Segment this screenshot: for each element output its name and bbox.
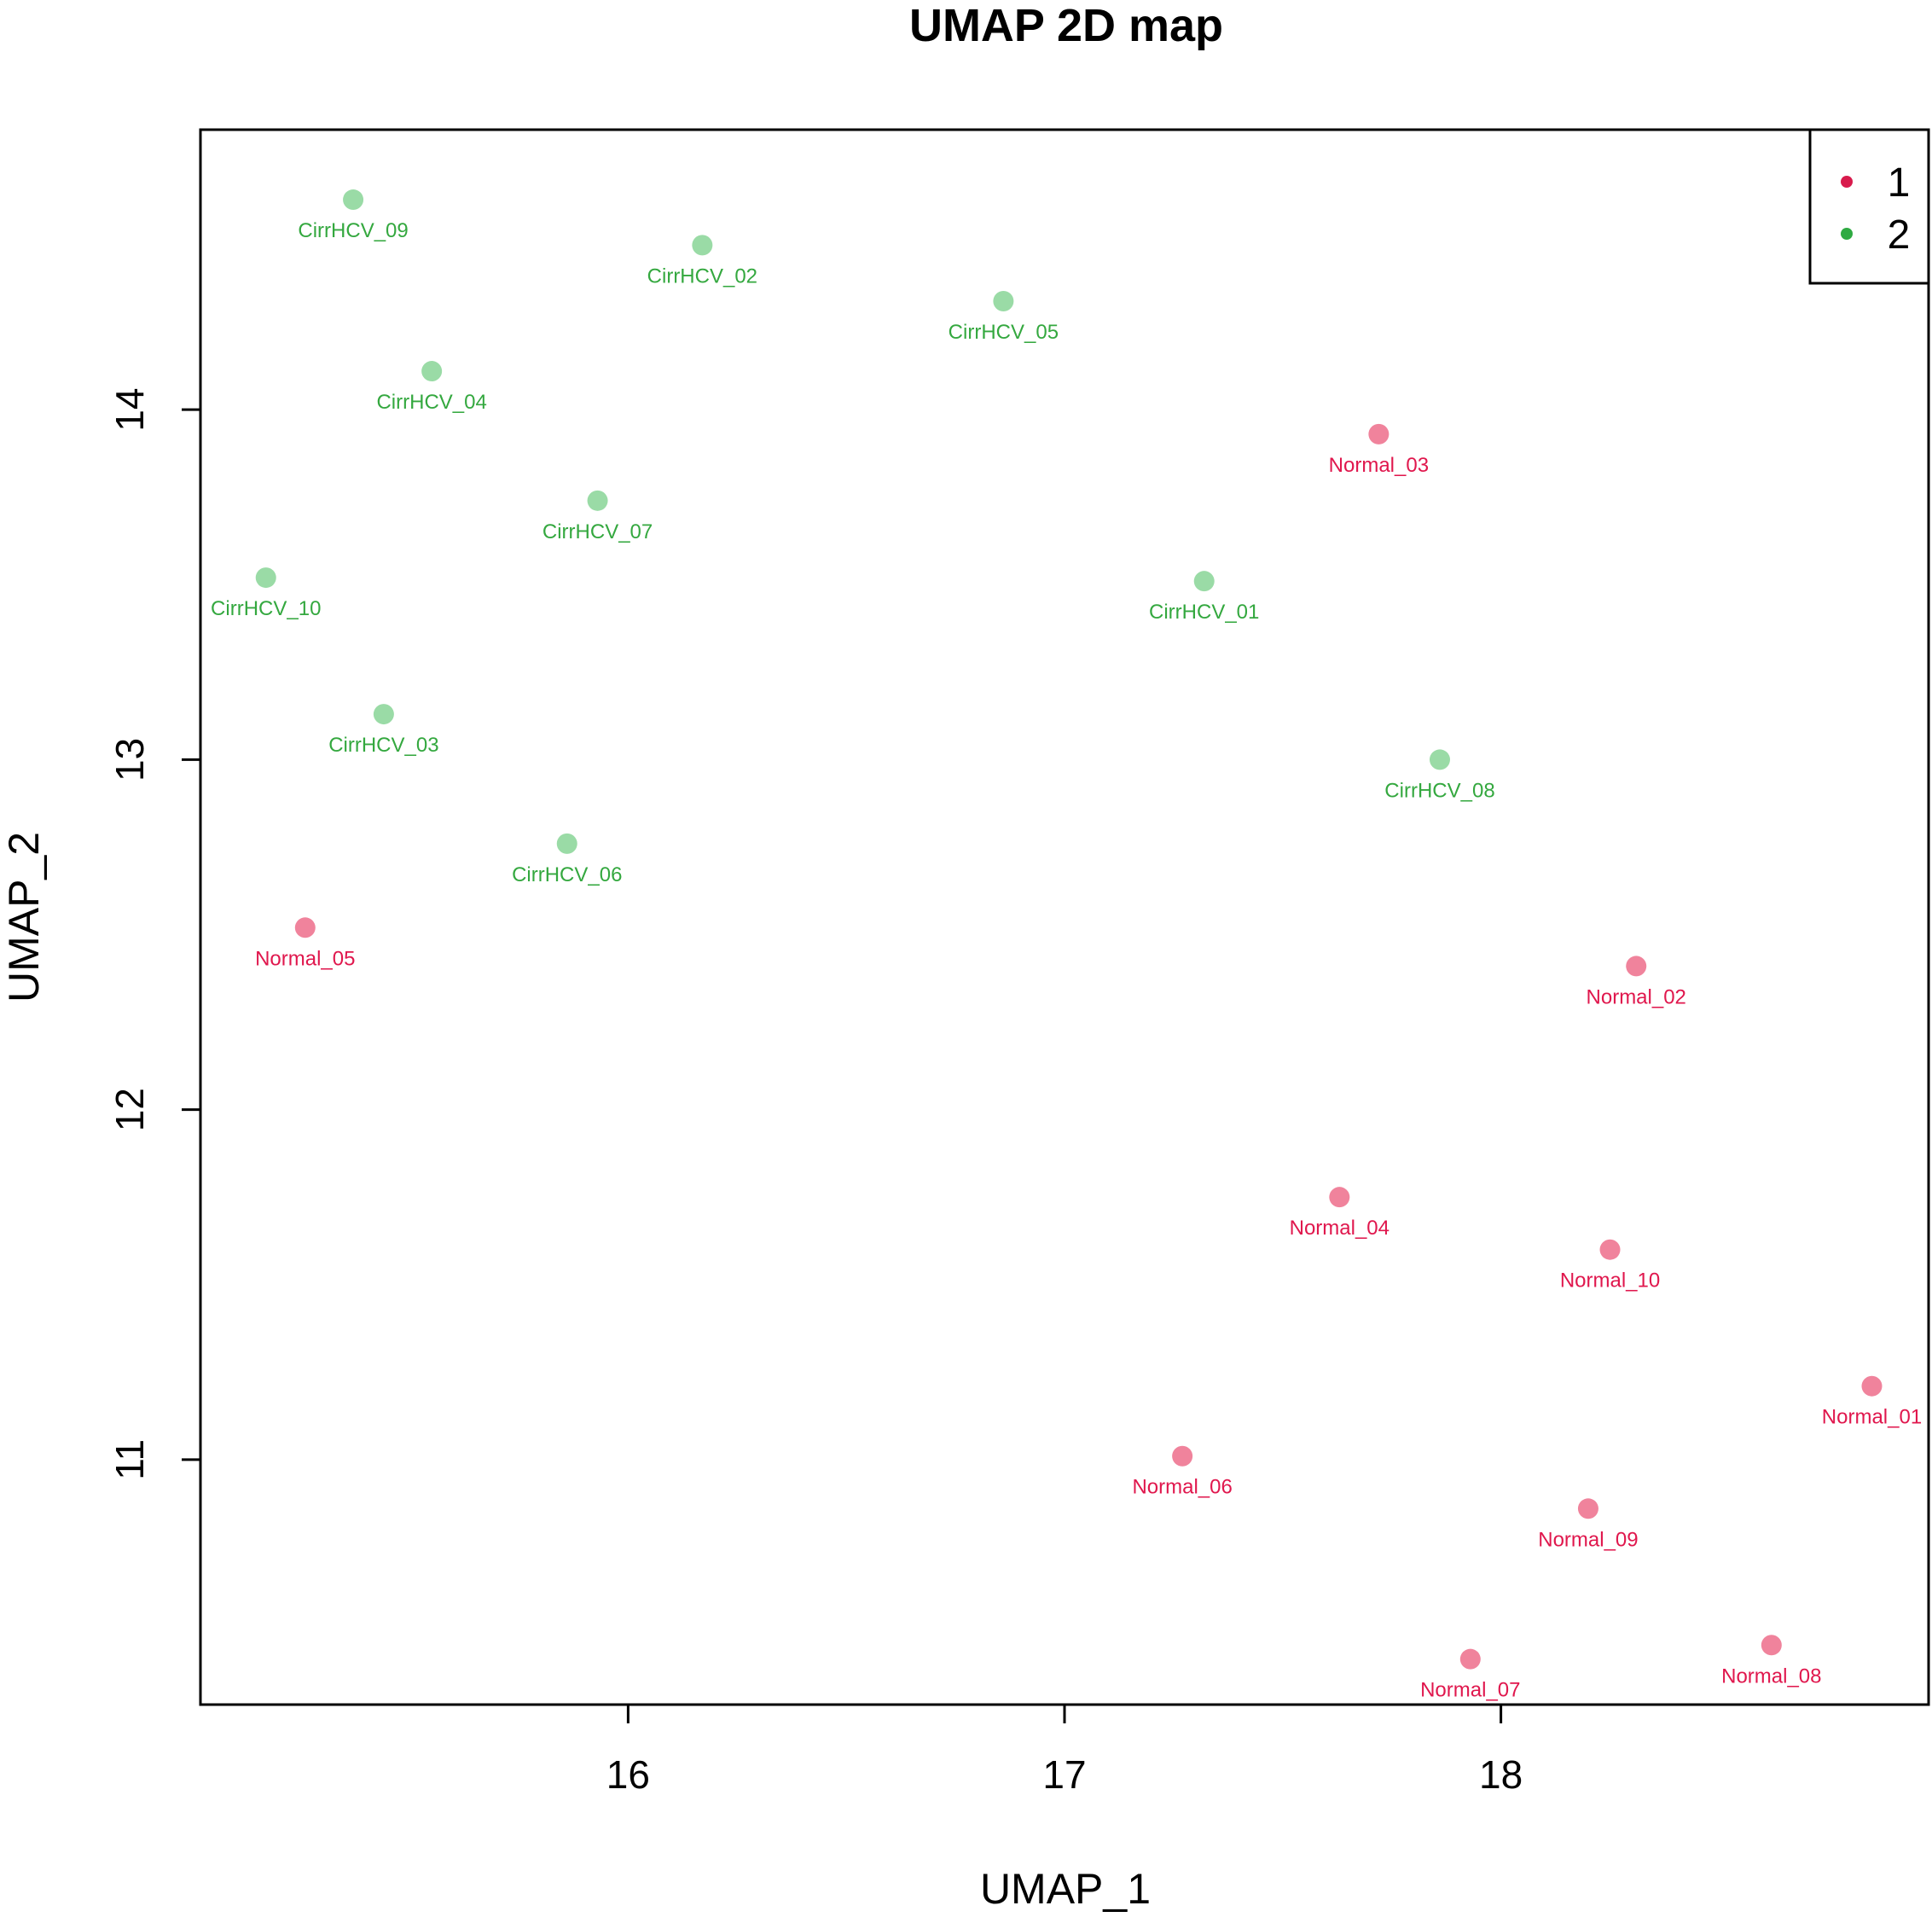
data-point: [1329, 1187, 1350, 1208]
data-point: [993, 291, 1014, 312]
data-point: [373, 704, 394, 725]
data-point: [1861, 1375, 1883, 1397]
chart-title: UMAP 2D map: [909, 0, 1223, 51]
legend-marker: [1841, 228, 1853, 240]
data-point-label: CirrHCV_07: [542, 520, 653, 543]
data-point-label: CirrHCV_01: [1149, 601, 1259, 624]
data-point: [1368, 423, 1390, 444]
data-point: [1172, 1445, 1193, 1467]
legend-box: [1808, 128, 1930, 285]
data-point-label: CirrHCV_05: [949, 321, 1059, 344]
data-point-label: Normal_10: [1560, 1269, 1660, 1293]
legend: 12: [1808, 128, 1930, 285]
data-point: [1577, 1498, 1598, 1519]
data-point-label: Normal_03: [1329, 454, 1429, 477]
y-tick-label: 14: [107, 388, 152, 432]
plot-frame: [199, 128, 1930, 1706]
y-tick-label: 13: [107, 738, 152, 781]
data-point-label: Normal_06: [1132, 1476, 1232, 1499]
y-axis-label: UMAP_2: [0, 832, 48, 1002]
legend-marker: [1841, 176, 1853, 188]
data-point: [1626, 956, 1647, 977]
data-point: [1459, 1648, 1481, 1670]
data-point-label: Normal_02: [1587, 985, 1686, 1008]
data-point-label: CirrHCV_02: [647, 264, 757, 288]
data-point-label: Normal_08: [1721, 1664, 1821, 1688]
data-point: [294, 917, 316, 938]
y-tick-label: 12: [107, 1088, 152, 1131]
data-point-label: CirrHCV_08: [1384, 779, 1494, 802]
data-point-label: CirrHCV_09: [298, 219, 408, 242]
data-point: [1429, 749, 1450, 770]
data-point-label: Normal_04: [1290, 1217, 1390, 1240]
data-point: [587, 490, 608, 511]
points-layer: CirrHCV_09 CirrHCV_02 CirrHCV_05 CirrHCV_04…: [211, 189, 1922, 1702]
data-point-label: Normal_01: [1822, 1406, 1922, 1429]
data-point-label: Normal_07: [1420, 1679, 1520, 1702]
data-point-label: CirrHCV_03: [328, 734, 438, 757]
data-point-label: Normal_09: [1538, 1528, 1638, 1551]
x-axis-label: UMAP_1: [980, 1865, 1151, 1913]
y-tick-label: 11: [107, 1439, 152, 1480]
data-point: [421, 361, 443, 382]
data-point: [1193, 571, 1215, 592]
data-point: [556, 833, 577, 854]
legend-entry-label: 2: [1888, 212, 1911, 258]
data-point-label: CirrHCV_04: [376, 391, 486, 414]
data-point: [692, 235, 713, 256]
data-point-label: CirrHCV_10: [211, 597, 321, 620]
data-point: [343, 189, 364, 211]
x-axis: 16 17 18: [606, 1703, 1523, 1797]
data-point: [255, 567, 276, 589]
data-point-label: CirrHCV_06: [512, 863, 622, 886]
y-axis: 11 12 13 14: [107, 388, 202, 1480]
data-point: [1599, 1239, 1621, 1260]
data-point-label: Normal_05: [255, 947, 355, 970]
x-tick-label: 18: [1479, 1752, 1523, 1797]
x-tick-label: 17: [1042, 1752, 1086, 1797]
x-tick-label: 16: [606, 1752, 650, 1797]
legend-entry-label: 1: [1888, 160, 1911, 206]
data-point: [1761, 1635, 1782, 1656]
